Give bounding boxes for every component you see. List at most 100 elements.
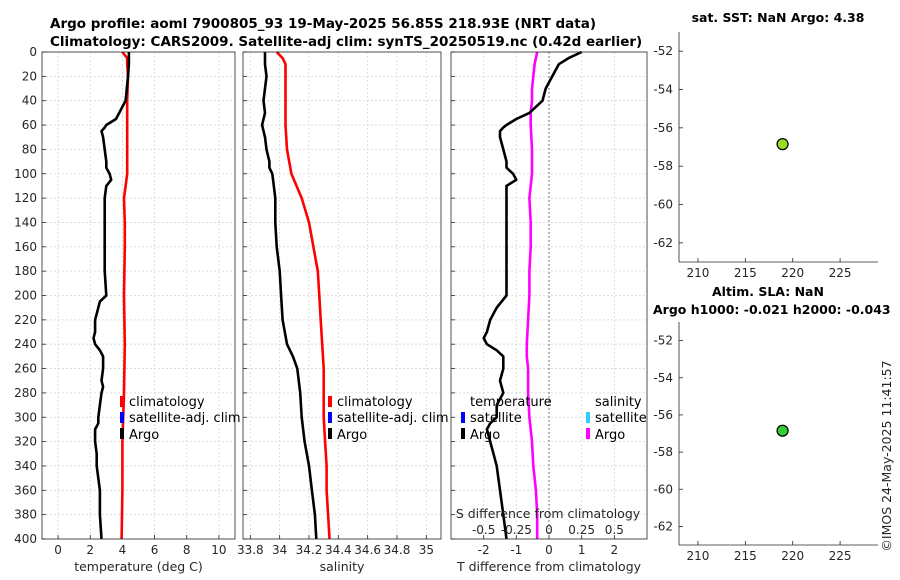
- difference-panel: -2 -1 0 1 2 -0.5 -0.25 0 0.25 0.5 T difference fro…: [450, 50, 648, 574]
- plot-frame: [450, 51, 648, 540]
- y-tick-label: 280: [14, 386, 37, 400]
- sst-map-panel: -62 -60 -58 -56 -54 -52 210 215 220 225: [653, 32, 878, 280]
- x-tick-label: 220: [781, 266, 804, 280]
- y-tick-label: 60: [22, 118, 37, 132]
- x-tick-label: 220: [781, 549, 804, 563]
- y-tick-label: 400: [14, 532, 37, 546]
- s-tick-label: -0.25: [501, 523, 532, 537]
- title-line-2: Climatology: CARS2009. Satellite-adj cli…: [50, 34, 642, 50]
- y-tick-label: 160: [14, 240, 37, 254]
- temperature-panel: 0204060801001201401601802002202402602803…: [14, 45, 236, 574]
- legend-swatch-satellite: [120, 412, 124, 423]
- legend-label-t-argo: Argo: [470, 428, 500, 443]
- sla-map-panel: -62 -60 -58 -56 -54 -52 210 215 220 225: [653, 322, 878, 563]
- y-tick-label: 40: [22, 94, 37, 108]
- x-tick-label: 215: [734, 549, 757, 563]
- legend-label-climatology: climatology: [337, 395, 413, 410]
- x-tick-label: 34.8: [384, 543, 411, 557]
- y-tick-label: 0: [29, 45, 37, 59]
- legend-label-s-satellite: satellite: [595, 411, 647, 426]
- y-tick-label: -60: [653, 482, 673, 496]
- temperature-legend: climatology satellite-adj. clim Argo: [120, 395, 241, 443]
- series-line-t-diff-argo: [482, 50, 583, 540]
- x-tick-label: 210: [686, 549, 709, 563]
- argo-position-marker: [776, 424, 789, 437]
- x-tick-label: 33.8: [237, 543, 264, 557]
- y-tick-label: 80: [22, 142, 37, 156]
- y-tick-label: 360: [14, 483, 37, 497]
- legend-swatch-argo: [120, 428, 124, 439]
- legend-swatch-t-satellite: [461, 412, 465, 423]
- plot-frame: [41, 51, 236, 540]
- y-tick-label: 240: [14, 337, 37, 351]
- y-tick-label: 320: [14, 435, 37, 449]
- x-tick-label: 10: [211, 543, 226, 557]
- x-tick-label: 0: [545, 543, 553, 557]
- y-tick-label: -62: [653, 519, 673, 533]
- series-line-argo: [92, 52, 131, 540]
- x-axis-label: T difference from climatology: [456, 559, 642, 574]
- x-axis-label: temperature (deg C): [74, 559, 203, 574]
- y-tick-label: 380: [14, 508, 37, 522]
- legend-title-temperature: temperature: [470, 395, 552, 410]
- x-tick-label: 225: [829, 549, 852, 563]
- y-tick-label: -58: [653, 159, 673, 173]
- x-tick-label: -2: [478, 543, 490, 557]
- y-tick-label: -62: [653, 236, 673, 250]
- salinity-legend: climatology satellite-adj. clim Argo: [328, 395, 449, 443]
- x-tick-label: 210: [686, 266, 709, 280]
- x-tick-label: 35: [419, 543, 434, 557]
- x-axis-label: salinity: [320, 559, 365, 574]
- x-tick-label: 6: [151, 543, 159, 557]
- legend-label-s-argo: Argo: [595, 428, 625, 443]
- x-tick-label: 1: [578, 543, 586, 557]
- series-line-argo: [260, 52, 318, 540]
- y-tick-label: 220: [14, 313, 37, 327]
- y-tick-label: 300: [14, 410, 37, 424]
- s-tick-label: 0.5: [605, 523, 624, 537]
- x-tick-label: 215: [734, 266, 757, 280]
- salinity-panel: 33.8 34 34.2 34.4 34.6 34.8 35 salinity: [237, 51, 442, 574]
- s-difference-axis-label: S difference from climatology: [456, 506, 641, 521]
- y-tick-label: 20: [22, 69, 37, 83]
- series-line-s-diff-argo: [525, 51, 539, 539]
- s-tick-label: 0: [545, 523, 553, 537]
- y-tick-label: -58: [653, 445, 673, 459]
- y-tick-label: 340: [14, 459, 37, 473]
- legend-swatch-s-satellite: [586, 412, 590, 423]
- difference-legend: temperature satellite Argo salinity sate…: [461, 395, 647, 443]
- legend-swatch-argo: [328, 428, 332, 439]
- y-tick-label: 200: [14, 289, 37, 303]
- legend-label-satellite: satellite-adj. clim: [129, 411, 241, 426]
- title-line-1: Argo profile: aoml 7900805_93 19-May-202…: [50, 16, 596, 32]
- legend-label-climatology: climatology: [129, 395, 205, 410]
- y-tick-label: -54: [653, 371, 673, 385]
- s-tick-label: 0.25: [568, 523, 595, 537]
- y-tick-label: 100: [14, 167, 37, 181]
- x-tick-label: 8: [183, 543, 191, 557]
- timestamp: ©IMOS 24-May-2025 11:41:57: [879, 360, 894, 551]
- legend-label-argo: Argo: [129, 428, 159, 443]
- legend-swatch-t-argo: [461, 428, 465, 439]
- legend-label-argo: Argo: [337, 428, 367, 443]
- sla-map-subtitle: Argo h1000: -0.021 h2000: -0.043: [653, 302, 891, 317]
- x-tick-label: 2: [611, 543, 619, 557]
- x-tick-label: 0: [54, 543, 62, 557]
- y-tick-label: 260: [14, 362, 37, 376]
- legend-swatch-s-argo: [586, 428, 590, 439]
- s-tick-label: -0.5: [472, 523, 495, 537]
- y-tick-label: 180: [14, 264, 37, 278]
- sst-map-title: sat. SST: NaN Argo: 4.38: [692, 10, 865, 25]
- y-tick-label: -60: [653, 198, 673, 212]
- legend-swatch-climatology: [120, 396, 124, 407]
- x-tick-label: 34: [272, 543, 287, 557]
- y-tick-label: -54: [653, 83, 673, 97]
- x-tick-label: 34.2: [296, 543, 323, 557]
- y-tick-label: 120: [14, 191, 37, 205]
- x-tick-label: 34.4: [325, 543, 352, 557]
- x-tick-label: 4: [119, 543, 127, 557]
- y-tick-label: -56: [653, 121, 673, 135]
- y-tick-label: -56: [653, 408, 673, 422]
- argo-position-marker: [776, 138, 789, 151]
